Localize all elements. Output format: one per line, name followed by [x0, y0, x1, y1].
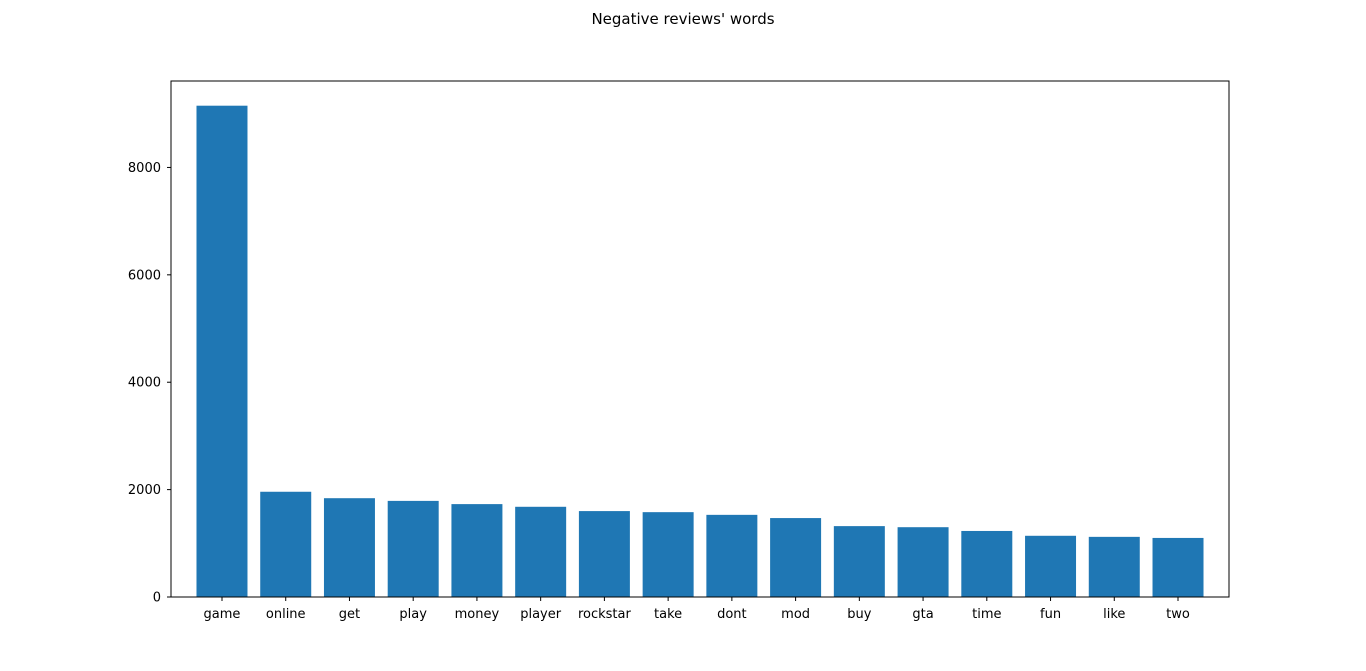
x-tick-label-take: take — [654, 607, 682, 622]
bar-get — [323, 498, 375, 597]
x-tick-label-money: money — [455, 607, 500, 622]
x-tick-label-mod: mod — [781, 607, 810, 622]
bar-money — [451, 504, 503, 597]
bar-rockstar — [578, 511, 630, 597]
y-tick-label-2000: 2000 — [128, 483, 161, 498]
bar-like — [1088, 536, 1140, 597]
x-tick-label-like: like — [1103, 607, 1125, 622]
y-tick-label-8000: 8000 — [128, 161, 161, 176]
x-tick-label-two: two — [1166, 607, 1190, 622]
plot-frame — [170, 80, 1230, 598]
x-tick-label-online: online — [266, 607, 306, 622]
y-tick-label-4000: 4000 — [128, 376, 161, 391]
x-tick-label-fun: fun — [1040, 607, 1061, 622]
bar-two — [1152, 537, 1204, 597]
bar-online — [260, 491, 312, 597]
bar-dont — [706, 514, 758, 597]
bar-mod — [770, 518, 822, 597]
bar-player — [515, 506, 567, 597]
x-tick-label-player: player — [520, 607, 562, 622]
chart-title: Negative reviews' words — [591, 10, 775, 28]
bar-game — [196, 105, 248, 597]
axes-layer: game online get play money player rockstar take… — [128, 80, 1230, 622]
y-tick-label-6000: 6000 — [128, 268, 161, 283]
x-tick-label-get: get — [339, 607, 360, 622]
x-tick-label-dont: dont — [717, 607, 747, 622]
x-tick-label-gta: gta — [912, 607, 933, 622]
x-tick-label-time: time — [972, 607, 1001, 622]
x-tick-label-buy: buy — [847, 607, 871, 622]
bar-buy — [833, 526, 885, 597]
bar-time — [961, 530, 1013, 597]
y-tick-label-0: 0 — [153, 591, 161, 606]
bar-fun — [1025, 535, 1077, 597]
bar-gta — [897, 527, 949, 597]
x-tick-label-play: play — [399, 607, 427, 622]
bars-layer — [196, 105, 1204, 597]
bar-play — [387, 500, 439, 597]
x-tick-label-game: game — [204, 607, 241, 622]
x-tick-label-rockstar: rockstar — [578, 607, 632, 622]
bar-take — [642, 512, 694, 597]
